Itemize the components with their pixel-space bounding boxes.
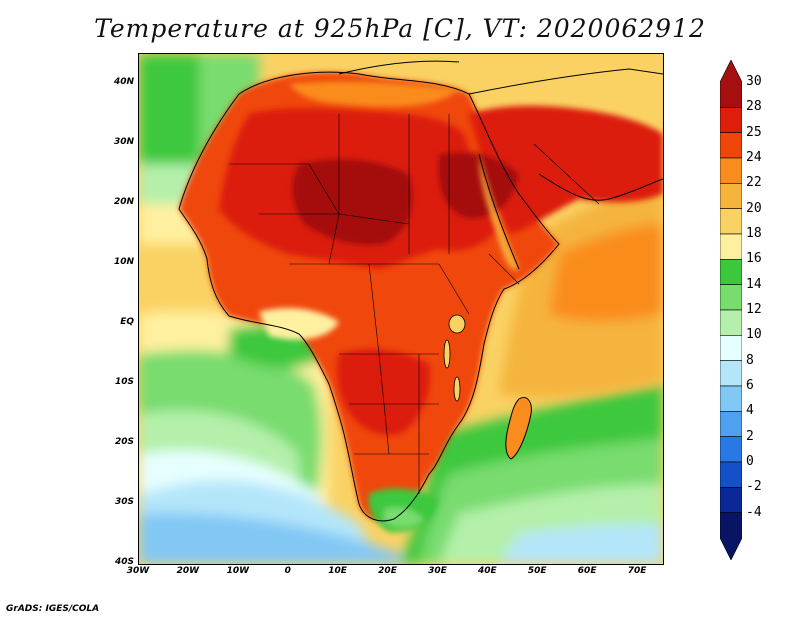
colorbar-label: 6: [746, 378, 754, 393]
seas-field: [289, 81, 519, 533]
colorbar-label: 10: [746, 327, 762, 343]
map-title: Temperature at 925hPa [C], VT: 202006291…: [94, 14, 706, 43]
colorbar-swatch: [719, 487, 743, 513]
coastlines: [178, 60, 663, 522]
southern-ocean-field: [139, 310, 663, 564]
country-borders: [229, 114, 600, 494]
colorbar-swatch: [719, 132, 743, 159]
colorbar-label: 0: [746, 454, 754, 469]
guinea-field: [259, 308, 339, 340]
colorbar-label: 30: [746, 74, 762, 89]
lon-tick-label: 20W: [176, 566, 200, 576]
colorbar-label: 4: [746, 403, 754, 419]
colorbar-swatch: [719, 284, 743, 311]
lat-tick-label: 30N: [113, 137, 134, 147]
footer-credit: GrADS: IGES/COLA: [6, 604, 100, 614]
colorbar-swatch: [719, 208, 743, 235]
colorbar-swatch: [719, 309, 743, 336]
colorbar-label: 28: [746, 99, 762, 115]
lon-tick-label: 50E: [527, 566, 547, 576]
lat-tick-label: 40N: [113, 77, 134, 87]
lakes: [443, 314, 466, 402]
colorbar-swatch: [719, 233, 743, 260]
colorbar-label: 22: [746, 175, 762, 191]
colorbar-swatch: [719, 512, 743, 561]
colorbar-label: 2: [746, 428, 754, 444]
colorbar-swatch: [719, 157, 743, 184]
colorbar-swatch: [719, 183, 743, 209]
colorbar-swatch: [719, 59, 743, 108]
lat-tick-label: 20S: [114, 437, 134, 447]
colorbar-swatch: [719, 360, 743, 387]
lat-tick-label: EQ: [120, 317, 134, 327]
temperature-map: [139, 54, 663, 564]
colorbar-label: 24: [746, 150, 762, 165]
colorbar-swatch: [719, 385, 743, 412]
lon-tick-label: 30W: [126, 566, 150, 576]
colorbar-label: 14: [746, 276, 762, 292]
colorbar-label: 18: [746, 226, 762, 241]
colorbar-swatch: [719, 436, 743, 463]
colorbar-graphic: [719, 59, 743, 561]
lon-tick-label: 0: [284, 566, 291, 576]
lon-tick-label: 60E: [577, 566, 597, 576]
lat-tick-label: 40S: [114, 557, 134, 567]
colorbar-label: 16: [746, 251, 762, 267]
madagascar-island: [505, 397, 532, 460]
lat-tick-label: 10S: [114, 377, 134, 387]
map-panel: [138, 53, 664, 565]
colorbar-label: 12: [746, 302, 762, 317]
lat-tick-label: 20N: [113, 197, 134, 207]
colorbar-label: -2: [746, 479, 762, 495]
colorbar-label: 20: [746, 200, 762, 216]
colorbar-label: 8: [746, 352, 754, 368]
lon-tick-label: 30E: [428, 566, 447, 576]
colorbar-swatch: [719, 107, 743, 133]
lat-tick-label: 10N: [113, 257, 134, 267]
colorbar: [719, 59, 743, 561]
lon-tick-label: 10E: [328, 566, 347, 576]
colorbar-swatch: [719, 461, 743, 488]
colorbar-label: 25: [746, 124, 762, 140]
lon-tick-label: 10W: [226, 566, 250, 576]
colorbar-label: -4: [746, 504, 762, 520]
colorbar-swatch: [719, 259, 743, 285]
lon-tick-label: 40E: [477, 566, 497, 576]
colorbar-swatch: [719, 335, 743, 361]
lon-tick-label: 70E: [627, 566, 647, 576]
lon-tick-label: 20E: [378, 566, 397, 576]
africa-hot-core: [219, 105, 663, 435]
colorbar-swatch: [719, 411, 743, 437]
lat-tick-label: 30S: [114, 497, 134, 507]
